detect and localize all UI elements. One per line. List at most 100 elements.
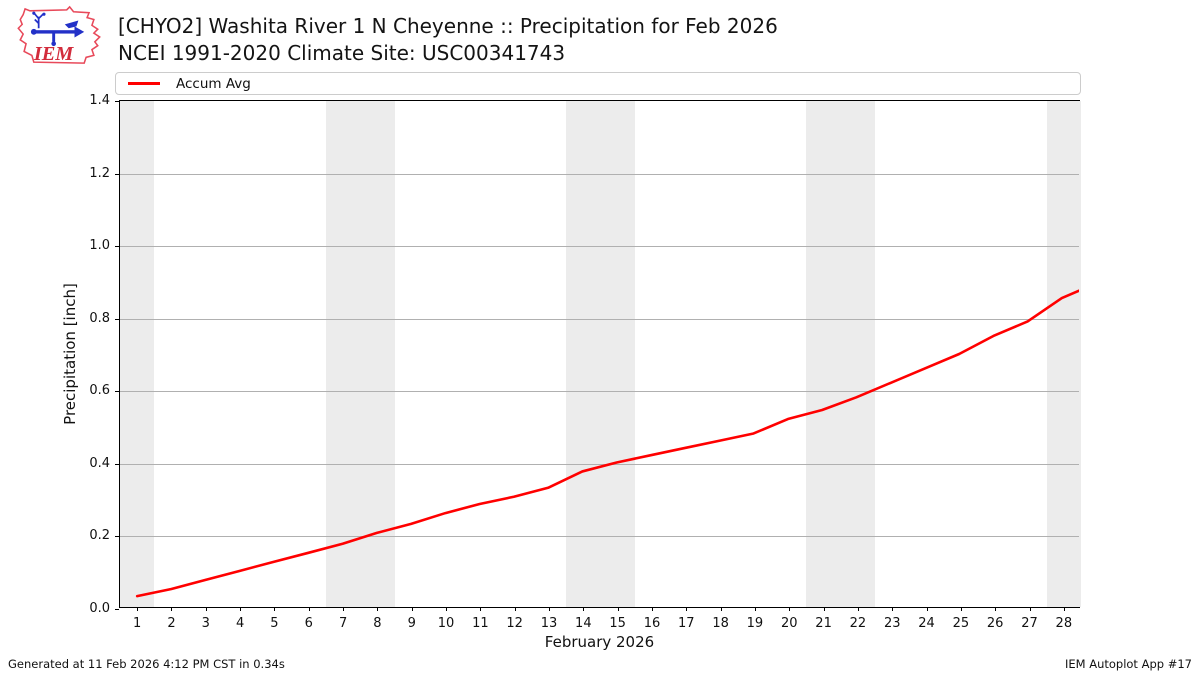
x-tick-label: 15: [609, 616, 626, 631]
x-tick-label: 28: [1055, 616, 1073, 631]
gridline: [120, 173, 1079, 175]
gridline: [120, 536, 1079, 538]
x-tick: [274, 607, 276, 611]
x-tick: [240, 607, 242, 611]
x-tick-label: 14: [575, 616, 592, 631]
y-tick: [115, 609, 119, 610]
x-tick-label: 16: [643, 616, 661, 631]
x-tick-label: 23: [883, 616, 901, 631]
x-tick-label: 19: [746, 616, 764, 631]
weekend-shading-band: [1046, 101, 1081, 607]
x-tick: [651, 607, 653, 611]
x-tick: [926, 607, 928, 611]
y-tick-label: 0.8: [89, 310, 110, 326]
y-axis-label: Precipitation [inch]: [61, 283, 79, 425]
x-tick: [480, 607, 482, 611]
iem-logo-text: IEM: [33, 43, 74, 65]
x-tick-label: 22: [849, 616, 867, 631]
x-tick-label: 27: [1021, 616, 1038, 631]
chart-subtitle: NCEI 1991-2020 Climate Site: USC00341743: [118, 41, 566, 65]
x-tick-label: 8: [373, 616, 382, 631]
weekend-shading-band: [806, 101, 876, 607]
x-tick-label: 6: [304, 616, 313, 631]
x-tick-label: 9: [407, 616, 416, 631]
x-tick: [686, 607, 688, 611]
y-tick-label: 1.4: [89, 93, 110, 108]
x-tick: [411, 607, 413, 611]
x-tick: [583, 607, 585, 611]
y-tick: [115, 463, 119, 465]
iowa-outline-icon: [17, 5, 101, 64]
iem-logo-icon: IEM: [17, 5, 101, 65]
gridline: [120, 246, 1079, 248]
y-tick-label: 0.4: [89, 455, 110, 471]
x-tick: [960, 607, 962, 611]
x-tick-label: 21: [815, 616, 832, 631]
x-tick: [446, 607, 448, 611]
y-tick: [115, 318, 119, 320]
legend-label: Accum Avg: [176, 75, 251, 92]
line-plot-canvas: [135, 289, 1079, 598]
x-tick-label: 20: [780, 616, 798, 631]
x-tick: [1063, 607, 1065, 611]
x-tick-label: 7: [338, 616, 348, 631]
x-tick: [1029, 607, 1031, 611]
x-tick: [137, 607, 139, 611]
chart-title: [CHYO2] Washita River 1 N Cheyenne :: Pr…: [118, 14, 778, 38]
x-tick: [857, 607, 859, 611]
x-tick: [617, 607, 619, 611]
x-tick-label: 26: [986, 616, 1004, 631]
x-tick: [720, 607, 722, 611]
legend-line-sample: [128, 82, 160, 85]
x-tick: [308, 607, 310, 611]
plot-area: 0.0 0.2 0.4 0.6 0.8 1.0 1.2 1.4 1 2 3 4 5 6 7 8 9 10 11 12 1…: [89, 93, 1081, 631]
x-tick: [549, 607, 551, 611]
x-tick-label: 18: [712, 616, 729, 631]
y-tick-label: 1.2: [89, 165, 110, 181]
x-tick-label: 4: [235, 616, 245, 631]
generated-timestamp: Generated at 11 Feb 2026 4:12 PM CST in …: [8, 657, 285, 671]
x-tick-label: 11: [472, 616, 489, 631]
gridline: [120, 463, 1079, 465]
x-tick: [377, 607, 379, 611]
y-tick-label: 0.0: [89, 601, 110, 616]
weekend-shading-band: [325, 101, 395, 607]
x-tick: [343, 607, 345, 611]
x-tick: [892, 607, 894, 611]
x-tick-label: 13: [540, 616, 558, 631]
x-tick-label: 5: [270, 616, 279, 631]
x-tick-label: 3: [201, 616, 210, 631]
x-tick: [171, 607, 173, 611]
x-tick: [995, 607, 997, 611]
chart-title-block: [CHYO2] Washita River 1 N Cheyenne :: Pr…: [118, 13, 778, 67]
weekend-shading-band: [120, 101, 155, 607]
y-tick: [115, 246, 119, 248]
y-tick: [115, 173, 119, 175]
x-tick: [205, 607, 207, 611]
legend: Accum Avg: [115, 72, 1081, 95]
x-axis-label: February 2026: [544, 633, 655, 651]
x-tick-label: 10: [437, 616, 455, 631]
x-tick-label: 2: [167, 616, 176, 631]
weekend-shading-band: [566, 101, 635, 607]
y-tick: [115, 536, 119, 538]
weathervane-icon: [30, 11, 85, 47]
accum-avg-line: [135, 289, 1079, 598]
x-tick: [789, 607, 791, 611]
y-tick-label: 1.0: [89, 238, 110, 254]
gridline: [120, 318, 1079, 320]
y-tick-label: 0.6: [89, 383, 110, 399]
gridline: [120, 391, 1079, 393]
x-tick-label: 24: [918, 616, 935, 631]
x-tick-label: 1: [133, 616, 142, 631]
x-tick: [823, 607, 825, 611]
y-tick: [115, 391, 119, 393]
y-tick-label: 0.2: [89, 528, 110, 544]
x-tick-label: 12: [506, 616, 523, 631]
y-tick: [115, 101, 119, 102]
x-tick-label: 17: [678, 616, 695, 631]
x-tick: [754, 607, 756, 611]
app-credit: IEM Autoplot App #17: [1064, 657, 1192, 671]
x-tick: [514, 607, 516, 611]
